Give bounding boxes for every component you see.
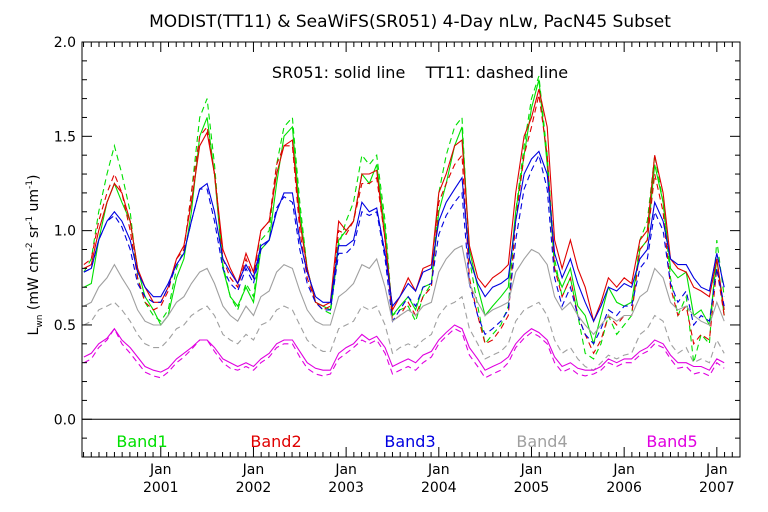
legend-item-4: Band4 [516, 432, 567, 451]
x-tick-year-label: 2006 [606, 480, 642, 496]
chart-title: MODIST(TT11) & SeaWiFS(SR051) 4-Day nLw,… [149, 12, 671, 32]
svg-text:Lwn (mW cm-2 sr-1 um-1): Lwn (mW cm-2 sr-1 um-1) [25, 175, 45, 336]
y-label-exp3: -1 [25, 180, 35, 189]
x-tick-year-label: 2002 [236, 480, 272, 496]
x-tick-year-label: 2007 [699, 480, 735, 496]
x-tick-month-label: Jan [705, 462, 728, 478]
legend-item-1: Band1 [116, 432, 167, 451]
chart-annotation: SR051: solid line TT11: dashed line [272, 63, 568, 82]
series-layer [83, 75, 725, 379]
y-label-exp1: -2 [25, 242, 35, 251]
series-line-10 [83, 327, 725, 379]
x-tick-month-label: Jan [612, 462, 635, 478]
y-label-base: L [26, 327, 42, 335]
series-line-7 [83, 244, 725, 336]
legend: Band1 Band2 Band3 Band4 Band5 [116, 432, 697, 451]
y-axis-label: Lwn (mW cm-2 sr-1 um-1) [25, 175, 45, 336]
x-tick-year-label: 2001 [143, 480, 179, 496]
plot-frame [81, 41, 741, 458]
y-label-sub: wn [35, 315, 45, 328]
legend-item-5: Band5 [646, 432, 697, 451]
series-line-9 [83, 324, 725, 373]
x-tick-year-label: 2003 [328, 480, 364, 496]
legend-item-3: Band3 [384, 432, 435, 451]
y-tick-label: 1.5 [54, 129, 76, 145]
x-tick-year-label: 2005 [514, 480, 550, 496]
x-tick-month-label: Jan [334, 462, 357, 478]
series-line-2 [83, 75, 725, 363]
y-tick-label: 2.0 [54, 35, 76, 51]
x-tick-month-label: Jan [427, 462, 450, 478]
legend-item-2: Band2 [250, 432, 301, 451]
series-line-4 [83, 94, 725, 355]
x-tick-month-label: Jan [520, 462, 543, 478]
y-label-units: (mW cm [26, 251, 42, 310]
series-line-3 [83, 89, 725, 324]
series-line-8 [83, 295, 725, 371]
y-label-close: ) [26, 175, 42, 180]
x-tick-month-label: Jan [242, 462, 265, 478]
y-tick-label: 0.5 [54, 318, 76, 334]
series-line-1 [83, 79, 725, 346]
series-line-5 [83, 150, 725, 323]
series-line-6 [83, 153, 725, 345]
x-tick-month-label: Jan [149, 462, 172, 478]
y-label-sr: sr [26, 225, 42, 243]
axis-layer: 0.0 0.5 1.0 1.5 2.0 Jan 2001 Jan 2002 Jan 2003 Jan 2… [54, 35, 741, 496]
y-tick-label: 1.0 [54, 224, 76, 240]
y-tick-label: 0.0 [54, 412, 76, 428]
y-label-um: um [26, 189, 42, 216]
y-label-exp2: -1 [25, 216, 35, 225]
x-tick-year-label: 2004 [421, 480, 457, 496]
